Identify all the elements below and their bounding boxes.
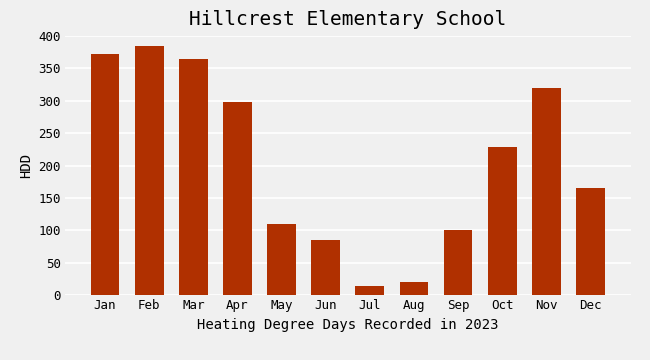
Bar (179, 59, 207, 295)
Bar (576, 188, 604, 295)
Y-axis label: HDD: HDD (19, 153, 32, 178)
Bar (223, 102, 252, 295)
X-axis label: Heating Degree Days Recorded in 2023: Heating Degree Days Recorded in 2023 (197, 318, 499, 332)
Bar (488, 148, 517, 295)
Bar (400, 282, 428, 295)
Bar (311, 240, 340, 295)
Bar (267, 224, 296, 295)
Bar (91, 54, 120, 295)
Title: Hillcrest Elementary School: Hillcrest Elementary School (189, 10, 506, 29)
Bar (532, 88, 561, 295)
Bar (135, 46, 164, 295)
Bar (356, 286, 384, 295)
Bar (444, 230, 473, 295)
